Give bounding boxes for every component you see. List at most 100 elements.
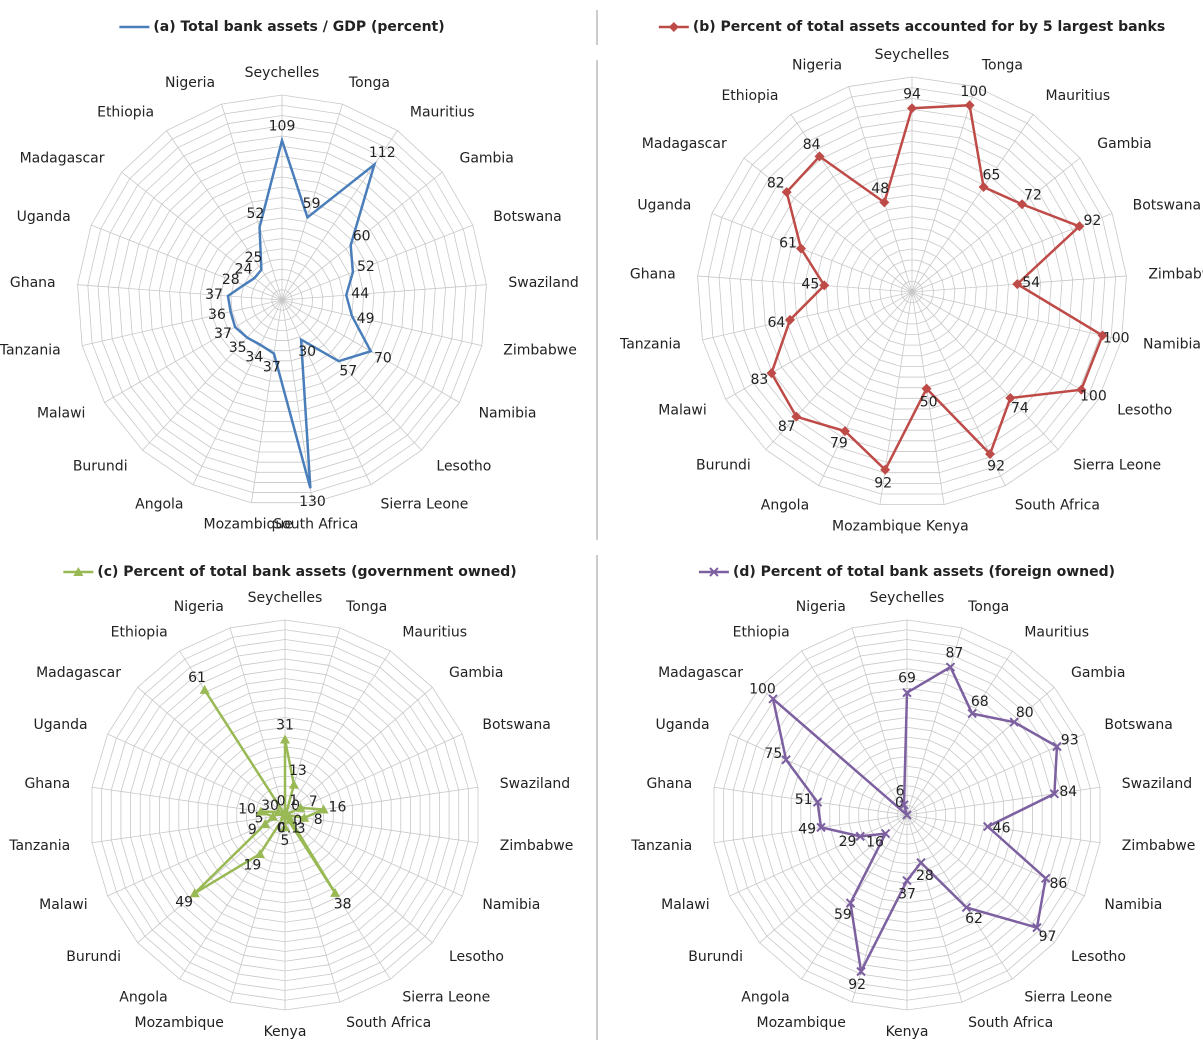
category-label: Burundi — [688, 949, 743, 965]
spoke — [281, 299, 372, 485]
legend-label: (a) Total bank assets / GDP (percent) — [153, 19, 444, 35]
spoke — [284, 814, 341, 1003]
spoke — [711, 213, 913, 293]
data-label: 62 — [965, 911, 983, 927]
marker — [816, 822, 826, 833]
category-label: Burundi — [66, 949, 121, 965]
category-label: Botswana — [1133, 197, 1201, 213]
data-label: 84 — [1059, 784, 1077, 800]
data-label: 65 — [983, 167, 1001, 183]
radar-panel: Seychelles Tonga Mauritius Gambia Botswana Sw… — [8, 564, 573, 1040]
spoke — [284, 650, 391, 816]
marker — [280, 734, 290, 744]
grid-ring — [128, 145, 436, 453]
category-label: South Africa — [1015, 498, 1100, 514]
marker — [1005, 393, 1016, 404]
radar-panel: Seychelles Tonga Mauritius Gambia Botswana Sw… — [630, 564, 1195, 1040]
data-label: 8 — [314, 812, 323, 828]
category-label: Sierra Leone — [1073, 458, 1161, 474]
category-label: Ghana — [630, 266, 676, 282]
data-label: 9 — [248, 822, 257, 838]
spoke — [166, 130, 283, 301]
data-label: 52 — [357, 259, 375, 275]
data-label: 13 — [289, 763, 307, 779]
data-label: 109 — [269, 118, 296, 134]
marker — [1009, 717, 1019, 727]
grid-ring — [857, 237, 967, 346]
marker — [1076, 384, 1087, 395]
spoke — [801, 650, 908, 816]
marker — [899, 800, 909, 810]
marker — [902, 687, 912, 698]
category-label: Lesotho — [449, 949, 504, 965]
data-label: 100 — [749, 682, 776, 698]
spoke — [851, 627, 908, 816]
spoke — [911, 291, 1099, 400]
data-label: 5 — [281, 833, 290, 849]
spoke — [77, 284, 283, 301]
grid-ring — [77, 94, 487, 504]
spoke — [906, 814, 1013, 980]
data-label: 72 — [1024, 188, 1042, 204]
data-label: 0 — [291, 798, 300, 814]
spoke — [848, 86, 913, 293]
spoke — [142, 299, 283, 451]
category-label: Botswana — [1104, 717, 1172, 733]
marker — [285, 814, 296, 824]
data-label: 49 — [798, 821, 816, 837]
spoke — [284, 686, 433, 816]
spoke — [91, 814, 286, 844]
data-label: 37 — [205, 287, 223, 303]
category-label: Tanzania — [630, 838, 692, 854]
category-label: Tonga — [345, 599, 387, 615]
marker — [845, 898, 856, 908]
data-label: 19 — [243, 858, 261, 874]
marker — [1040, 873, 1051, 884]
grid-ring — [271, 289, 293, 311]
category-label: Seychelles — [245, 65, 320, 81]
spoke — [192, 299, 283, 485]
spoke — [284, 814, 433, 944]
spoke — [765, 291, 913, 450]
grid-ring — [250, 268, 314, 331]
data-label: 100 — [960, 84, 987, 100]
category-label: Swaziland — [1122, 776, 1192, 792]
data-label: 130 — [299, 494, 326, 510]
legend-marker — [668, 22, 679, 32]
data-label: 74 — [1011, 400, 1029, 416]
category-label: Malawi — [37, 406, 85, 422]
marker — [921, 383, 932, 394]
data-label: 37 — [263, 359, 281, 375]
spoke — [697, 275, 913, 293]
marker — [295, 802, 306, 812]
category-label: Sierra Leone — [380, 497, 468, 513]
category-label: Malawi — [658, 403, 706, 419]
data-label: 29 — [839, 834, 857, 850]
marker — [280, 822, 290, 832]
marker — [978, 182, 989, 193]
legend-label: (b) Percent of total assets accounted fo… — [693, 19, 1165, 35]
data-label: 93 — [1061, 733, 1079, 749]
spoke — [281, 299, 482, 347]
data-label: 45 — [801, 276, 819, 292]
spoke — [713, 786, 908, 816]
data-label: 35 — [229, 340, 247, 356]
category-label: Madagascar — [36, 665, 121, 681]
data-label: 100 — [1080, 389, 1107, 405]
data-label: 68 — [971, 694, 989, 710]
marker — [781, 187, 792, 198]
data-label: 87 — [945, 646, 963, 662]
grid-ring — [868, 248, 956, 335]
data-label: 48 — [871, 181, 889, 197]
category-label: Tanzania — [0, 343, 61, 359]
spoke — [818, 291, 913, 486]
grid-ring — [815, 194, 1009, 389]
grid-ring — [220, 238, 344, 362]
spoke — [284, 814, 463, 897]
spoke — [104, 299, 283, 403]
data-label: 0 — [293, 813, 302, 829]
spoke — [284, 814, 479, 844]
category-label: Zimbabwe — [1148, 266, 1203, 282]
legend-label: (c) Percent of total bank assets (govern… — [97, 564, 516, 580]
data-label: 10 — [238, 802, 256, 818]
